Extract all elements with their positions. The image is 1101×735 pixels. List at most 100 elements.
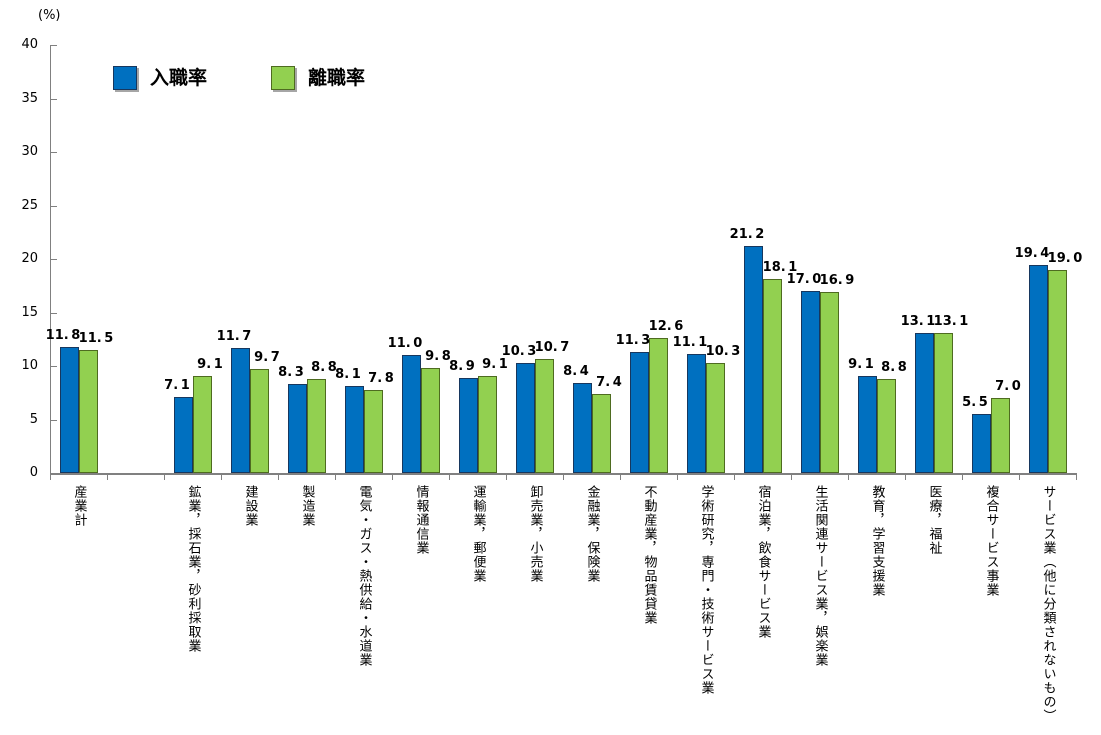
category-label: 卸売業，小売業 — [527, 485, 543, 583]
bar-離職率 — [192, 375, 212, 473]
x-axis-tick — [905, 475, 906, 480]
category-label: 運輸業，郵便業 — [470, 485, 486, 583]
value-label: 11. 5 — [78, 330, 114, 346]
value-label: 8. 8 — [311, 359, 337, 375]
bar-入職率 — [971, 414, 991, 473]
y-axis-tick-label: 5 — [29, 411, 38, 427]
bar-離職率 — [648, 338, 668, 473]
value-label: 9. 1 — [482, 356, 508, 372]
x-axis-tick — [620, 475, 621, 480]
y-axis-tick-label: 40 — [21, 37, 38, 52]
category-label: 金融業，保険業 — [584, 485, 600, 583]
bar-入職率 — [914, 332, 934, 473]
bar-離職率 — [933, 332, 953, 473]
category-label: 情報通信業 — [413, 485, 429, 555]
y-axis-tick — [51, 259, 57, 260]
y-axis-tick-label: 0 — [29, 465, 38, 480]
x-axis-tick — [50, 475, 51, 480]
value-label: 16. 9 — [819, 273, 855, 289]
category-label: 複合サービス事業 — [983, 485, 999, 597]
value-label: 13. 1 — [933, 313, 969, 329]
x-axis-tick — [335, 475, 336, 480]
category-label: 生活関連サービス業，娯楽業 — [812, 485, 828, 667]
value-label: 8. 1 — [335, 367, 361, 383]
y-axis-tick — [51, 473, 57, 474]
bar-入職率 — [287, 384, 307, 473]
category-label: 学術研究，専門・技術サービス業 — [698, 485, 714, 695]
x-axis-tick — [449, 475, 450, 480]
category-label: 産業計 — [71, 485, 87, 527]
value-label: 19. 0 — [1047, 250, 1083, 266]
x-axis-tick — [164, 475, 165, 480]
bar-入職率 — [59, 346, 79, 473]
bar-離職率 — [306, 378, 326, 473]
value-label: 5. 5 — [962, 395, 988, 411]
bar-入職率 — [857, 375, 877, 473]
x-axis-tick — [1076, 475, 1077, 480]
x-axis-tick — [278, 475, 279, 480]
bar-離職率 — [591, 393, 611, 473]
value-label: 7. 0 — [995, 379, 1021, 395]
value-label: 8. 3 — [278, 365, 304, 381]
y-axis-tick-label: 25 — [21, 197, 38, 213]
y-axis-tick-label: 20 — [21, 251, 38, 266]
y-axis-tick-label: 15 — [21, 304, 38, 320]
value-label: 12. 6 — [648, 319, 684, 335]
value-label: 7. 8 — [368, 370, 394, 386]
bar-離職率 — [990, 398, 1010, 473]
y-axis-tick — [51, 205, 57, 207]
x-axis-tick — [734, 475, 735, 480]
legend-swatch-icon — [113, 66, 137, 90]
category-label: 建設業 — [242, 485, 258, 527]
bar-入職率 — [572, 383, 592, 473]
value-label: 10. 7 — [534, 339, 570, 355]
bar-離職率 — [819, 292, 839, 473]
value-label: 11. 7 — [216, 328, 252, 344]
bar-入職率 — [515, 362, 535, 473]
bar-離職率 — [876, 378, 896, 473]
y-axis-unit-label: (%) — [38, 8, 61, 23]
x-axis-tick — [563, 475, 564, 480]
category-label: サービス業（他に分類されないもの） — [1040, 485, 1056, 723]
x-axis-tick — [962, 475, 963, 480]
y-axis-tick — [51, 366, 57, 367]
bar-入職率 — [629, 352, 649, 473]
y-axis-tick — [51, 98, 57, 100]
bar-離職率 — [705, 362, 725, 473]
category-label: 医療，福祉 — [926, 485, 942, 555]
value-label: 8. 8 — [881, 359, 907, 375]
x-axis-tick — [221, 475, 222, 480]
value-label: 8. 4 — [563, 364, 589, 380]
y-axis-line — [50, 45, 51, 473]
y-axis-tick — [51, 45, 57, 46]
legend-swatch-icon — [271, 66, 296, 90]
x-axis-tick — [107, 475, 108, 480]
y-axis-tick-label: 30 — [21, 144, 38, 159]
bar-入職率 — [173, 397, 193, 473]
value-label: 7. 1 — [164, 378, 190, 394]
x-axis-tick — [506, 475, 507, 480]
y-axis-tick — [51, 419, 57, 421]
category-label: 鉱業，採石業，砂利採取業 — [185, 485, 201, 653]
bar-入職率 — [800, 291, 820, 473]
x-axis-tick — [848, 475, 849, 480]
x-axis-tick — [392, 475, 393, 480]
bar-入職率 — [458, 377, 478, 473]
bar-入職率 — [344, 386, 364, 473]
value-label: 9. 1 — [197, 356, 223, 372]
y-axis-tick — [51, 312, 57, 314]
x-axis-line — [50, 473, 1077, 475]
value-label: 9. 8 — [425, 349, 451, 365]
value-label: 11. 1 — [672, 335, 708, 351]
bar-入職率 — [230, 347, 250, 473]
value-label: 21. 2 — [729, 227, 765, 243]
bar-離職率 — [249, 369, 269, 473]
value-label: 8. 9 — [449, 358, 475, 374]
category-label: 電気・ガス・熱供給・水道業 — [356, 485, 372, 667]
value-label: 17. 0 — [786, 272, 822, 288]
legend-label: 離職率 — [308, 67, 366, 89]
x-axis-tick — [1019, 475, 1020, 480]
legend-label: 入職率 — [150, 67, 208, 89]
legend-item: 離職率 — [271, 66, 365, 90]
